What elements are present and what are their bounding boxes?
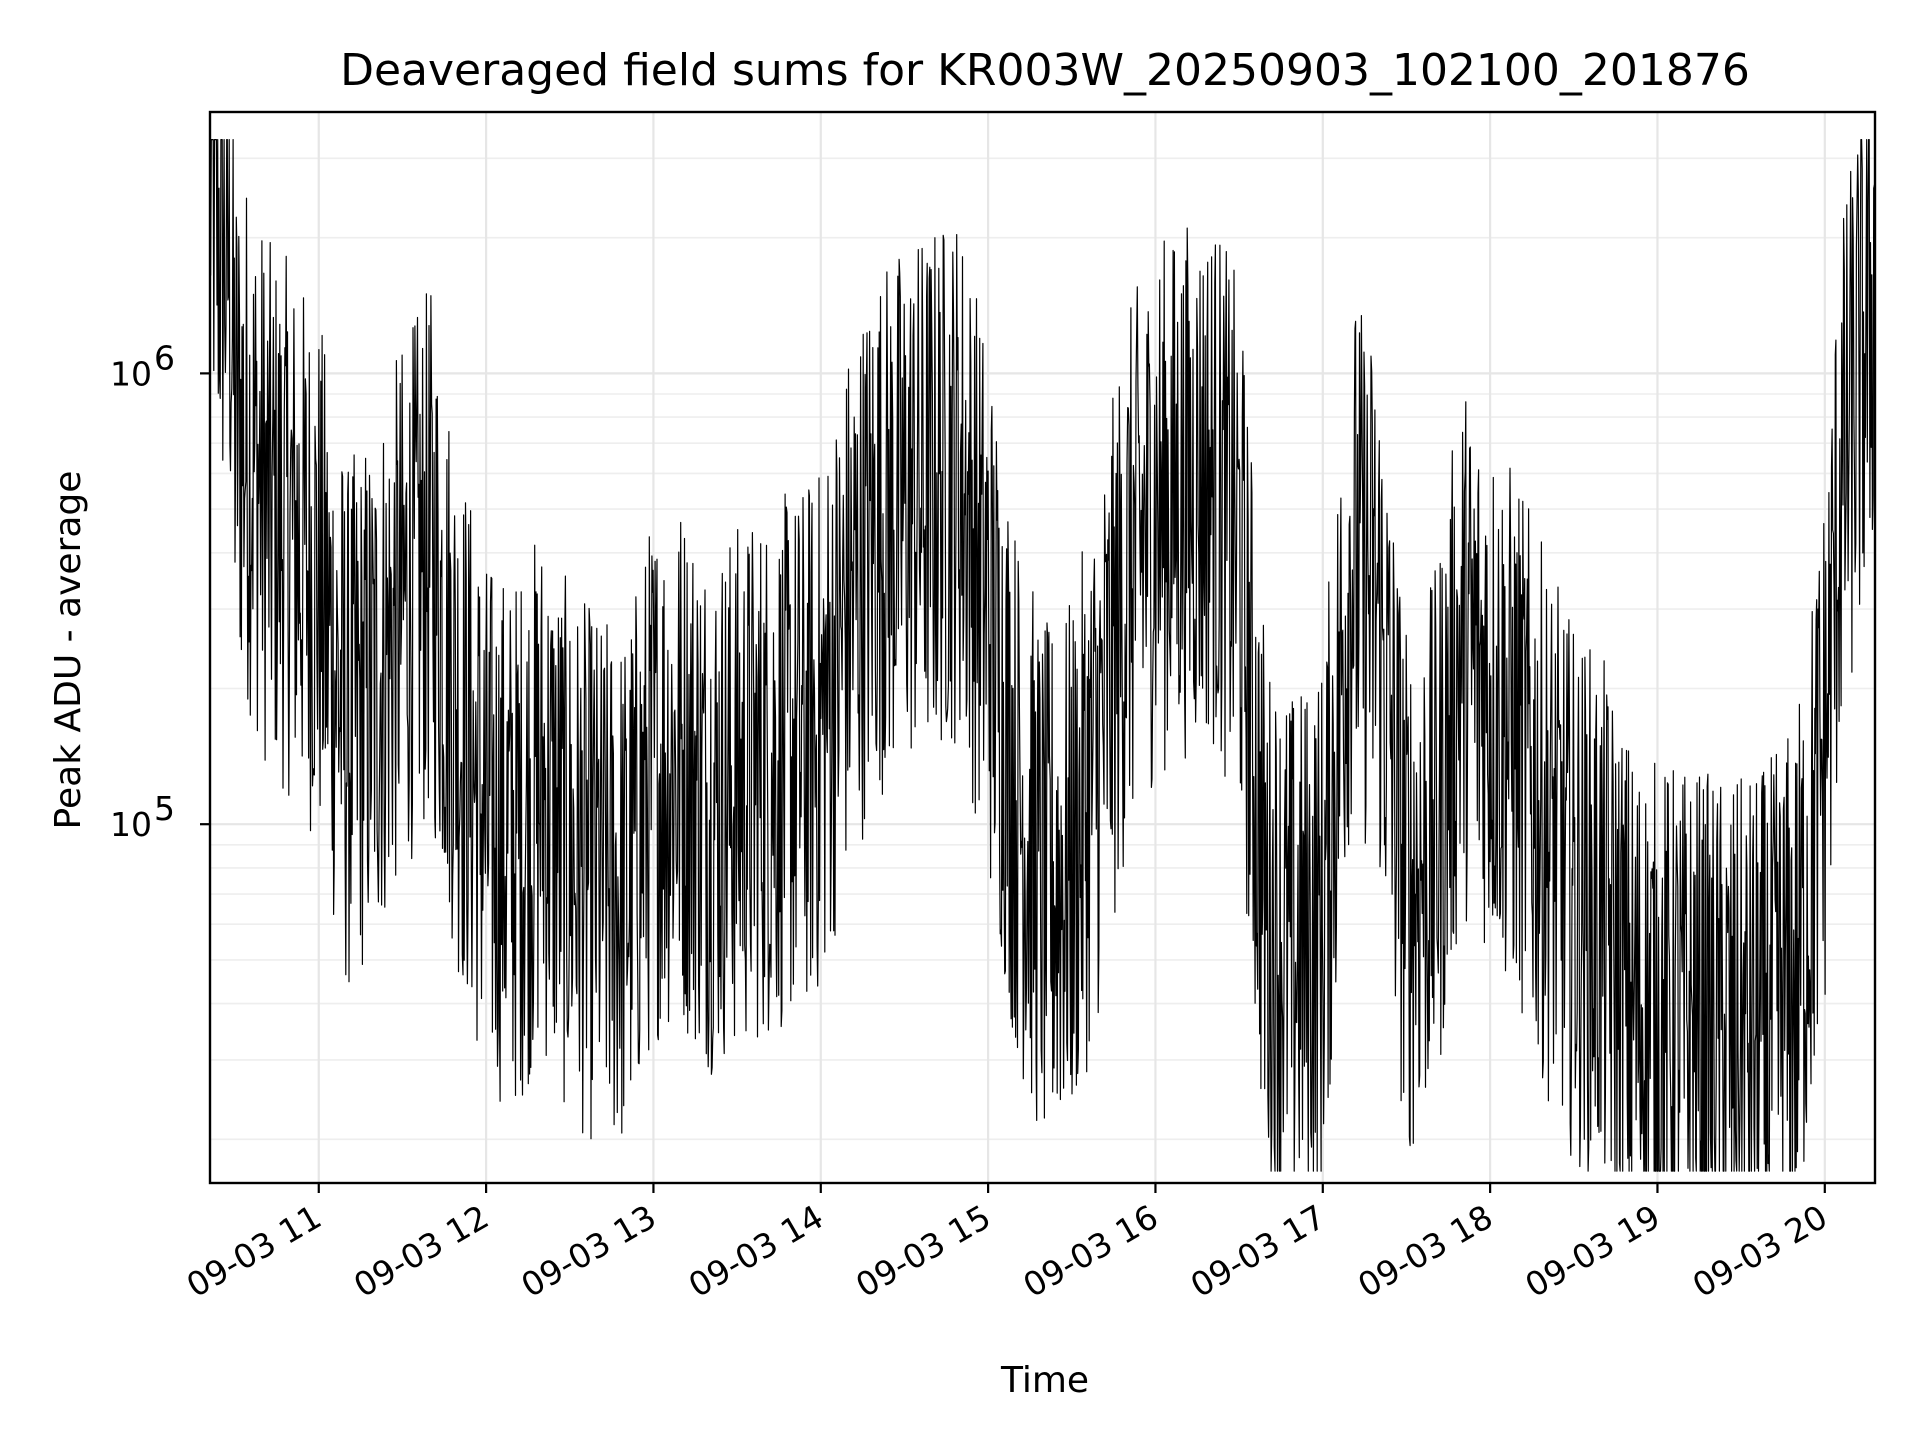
y-tick-label: 10	[110, 354, 152, 393]
x-axis-label: Time	[1000, 1360, 1089, 1401]
y-axis-label: Peak ADU - average	[48, 471, 89, 830]
axes-frame	[208, 110, 1877, 1185]
data-series-line	[209, 139, 1876, 1172]
y-tick-exponent: 6	[154, 338, 175, 377]
plot-area	[209, 139, 1876, 1172]
y-tick-exponent: 5	[154, 789, 175, 828]
chart-title: Deaveraged field sums for KR003W_2025090…	[340, 45, 1750, 96]
y-tick-label: 10	[110, 805, 152, 844]
